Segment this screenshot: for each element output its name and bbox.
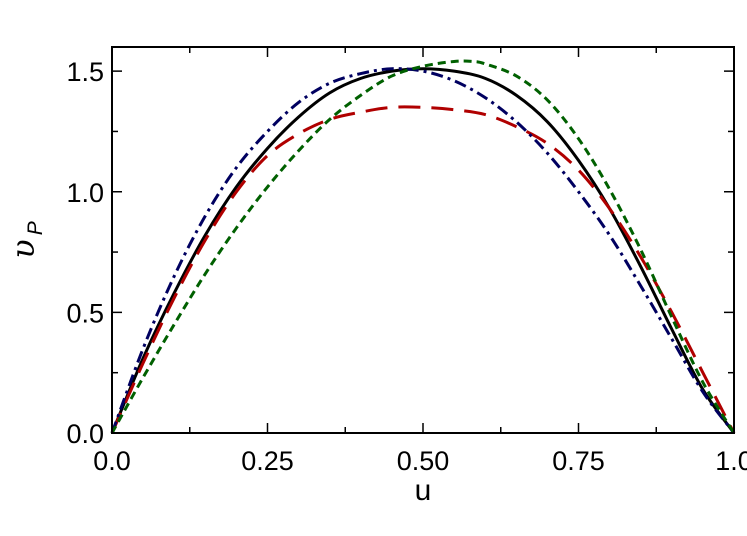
- series-line-solid-black: [110, 67, 736, 434]
- x-axis-label: u: [415, 474, 432, 507]
- y-tick-label: 1.5: [66, 57, 104, 87]
- y-axis-label: υ P: [4, 221, 47, 258]
- series-line-short-dash-green: [110, 59, 736, 434]
- series-line-long-dash-red: [110, 105, 736, 434]
- y-axis-label-main: υ: [4, 239, 42, 258]
- series-line-dash-dot-navy: [110, 67, 736, 434]
- y-tick-label: 0.0: [66, 419, 104, 449]
- plot-frame: [111, 46, 735, 434]
- y-axis-label-sub: P: [24, 221, 47, 235]
- x-tick-label: 0.75: [552, 446, 605, 476]
- y-tick-label: 0.5: [66, 298, 104, 328]
- x-tick-label: 0.50: [397, 446, 450, 476]
- x-tick-label: 1.0: [715, 446, 747, 476]
- series-group: [110, 59, 736, 434]
- x-tick-label: 0.0: [93, 446, 131, 476]
- x-tick-label: 0.25: [241, 446, 294, 476]
- y-tick-label: 1.0: [66, 178, 104, 208]
- ticks: 0.0 0.25 0.50 0.75 1.0 0.0 0.5 1.0 1.5: [66, 47, 747, 476]
